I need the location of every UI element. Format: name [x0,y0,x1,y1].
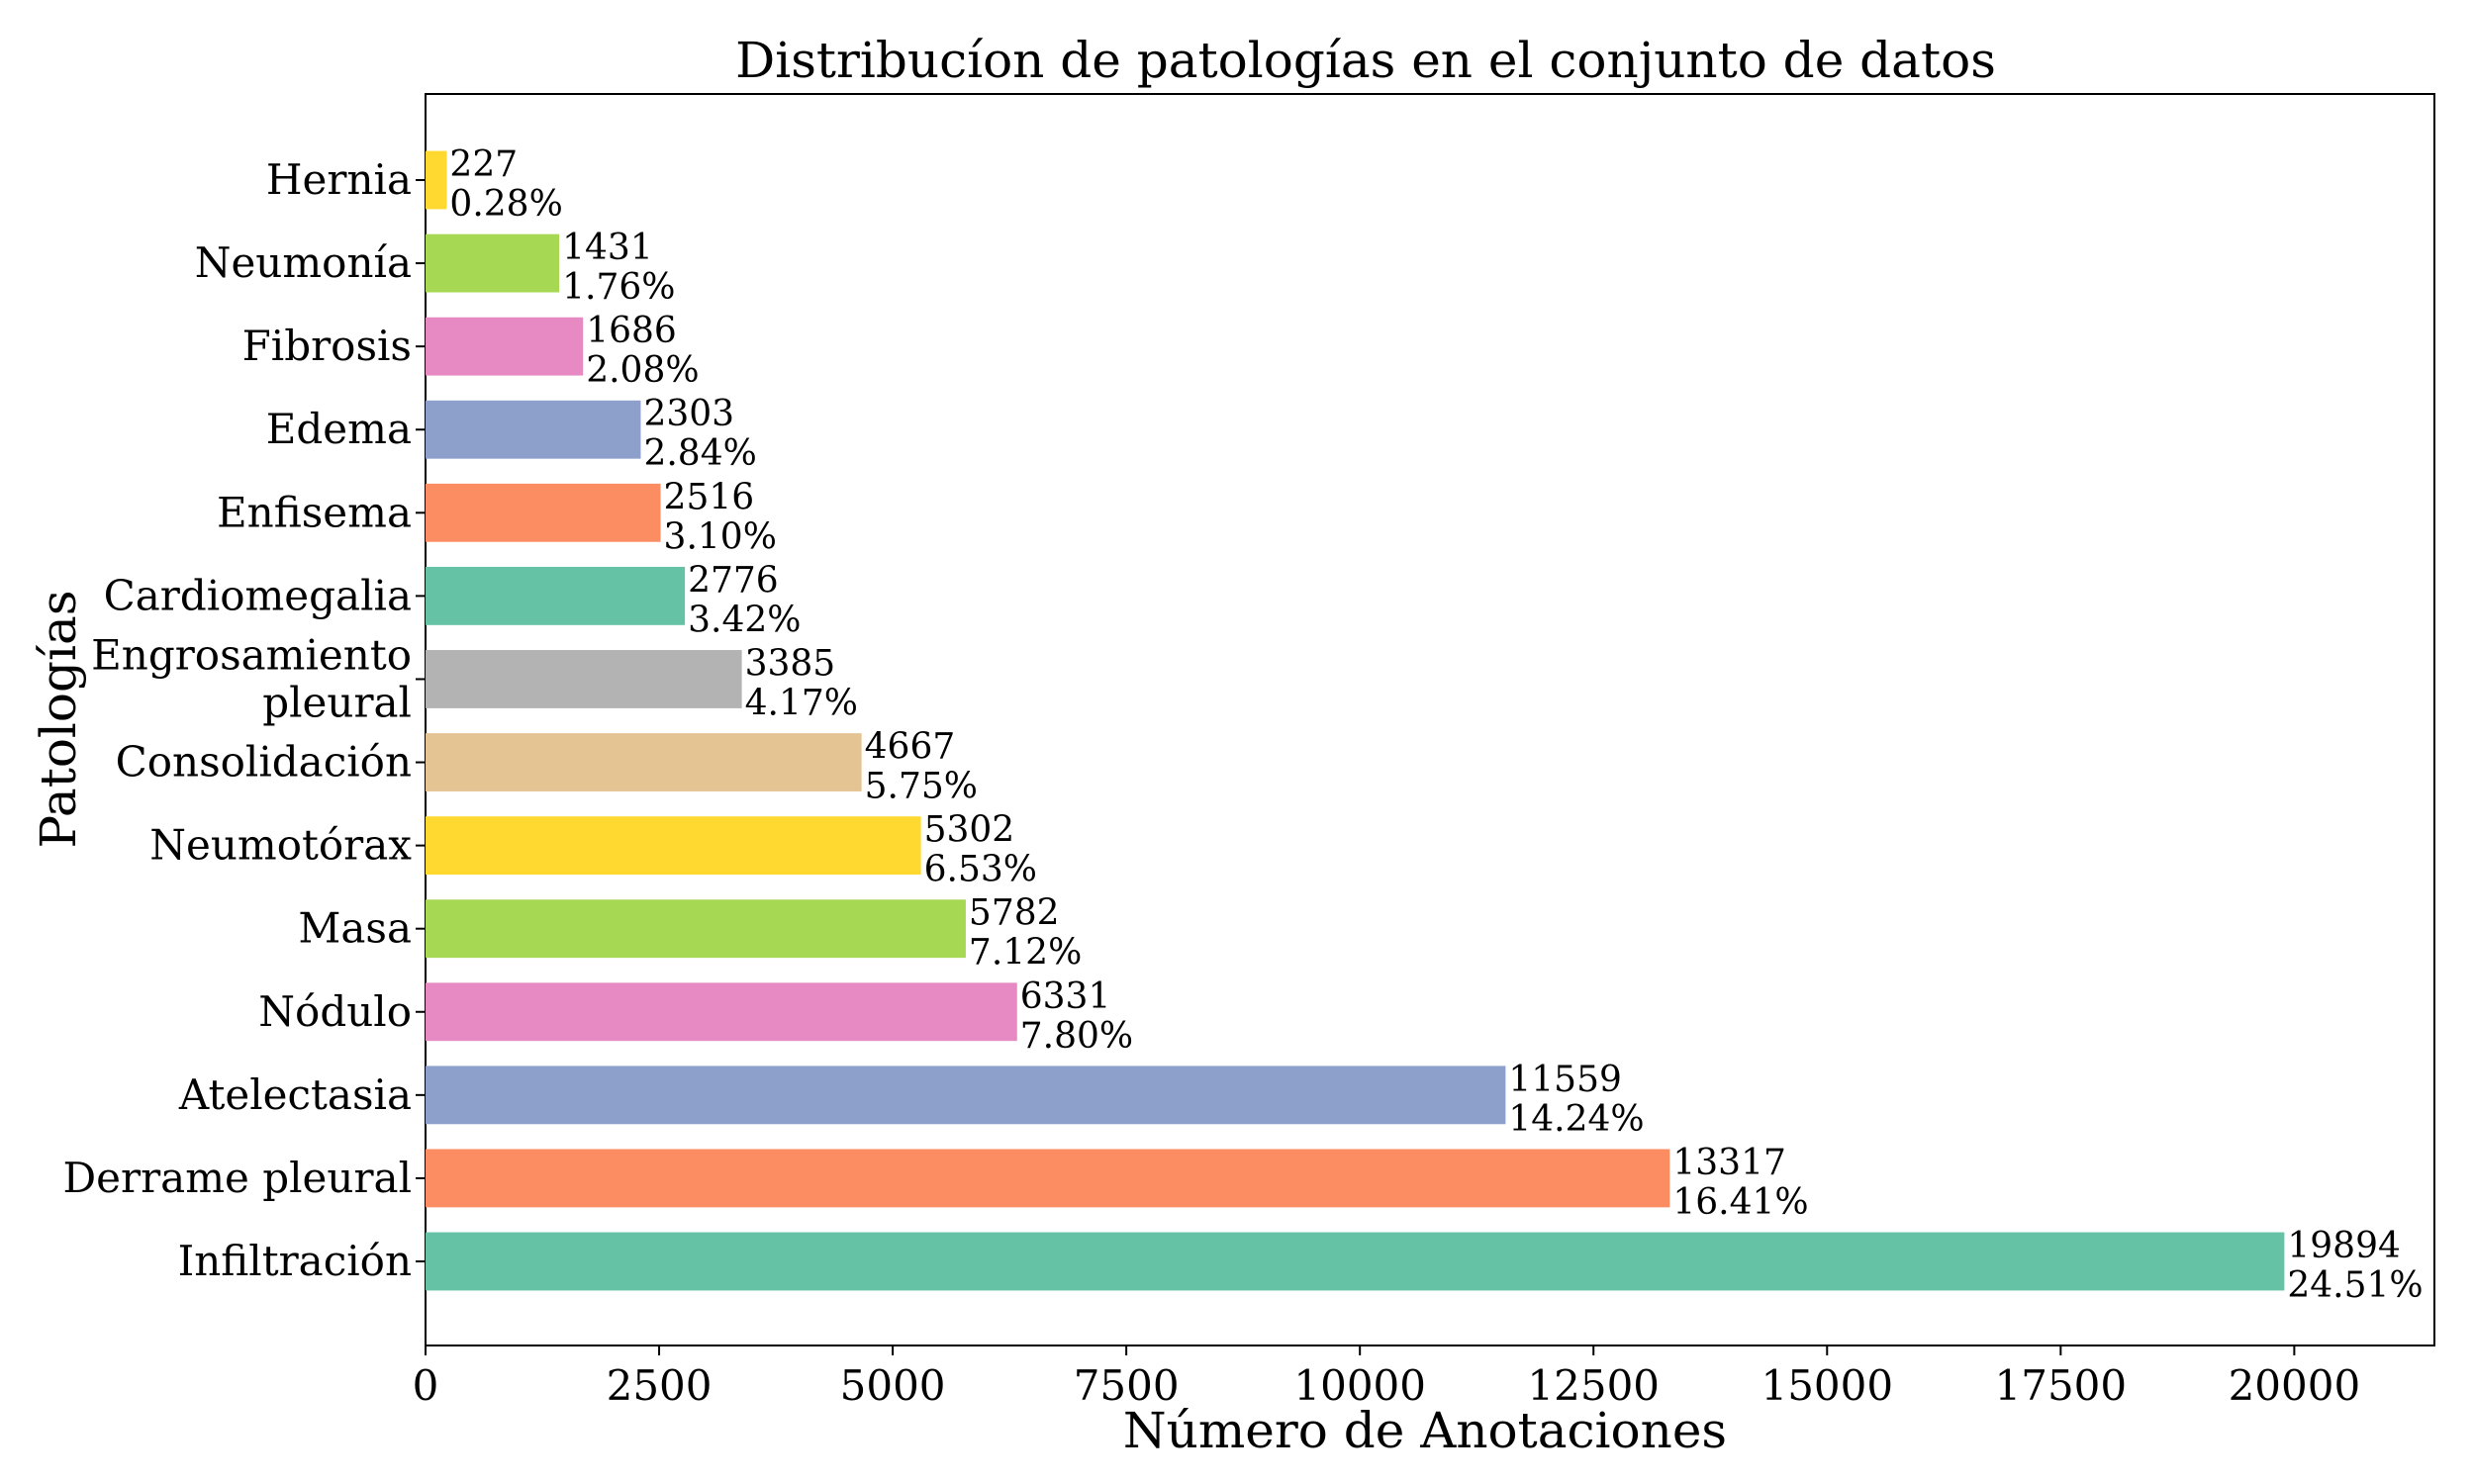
bar [426,1232,2285,1291]
bar-value-label: 6331 [1020,976,1111,1017]
bar-percent-label: 2.84% [643,433,756,474]
chart-title: Distribucíon de patologías en el conjunt… [735,32,1996,89]
bar [426,650,742,708]
bar-percent-label: 3.42% [688,600,801,640]
bar-percent-label: 14.24% [1508,1099,1644,1140]
bar-value-label: 1431 [562,228,653,268]
bar-percent-label: 6.53% [924,850,1037,890]
bar-percent-label: 16.41% [1672,1182,1808,1223]
bar [426,982,1017,1042]
category-label: Masa [298,904,412,953]
y-axis-label: Patologías [30,591,87,849]
bar [426,566,686,625]
x-tick-label: 20000 [2229,1361,2361,1410]
bar-value-label: 227 [449,144,518,185]
bar [426,733,862,791]
category-label: Infiltración [178,1237,412,1285]
bar-value-label: 19894 [2287,1226,2401,1266]
bar-value-label: 11559 [1508,1060,1622,1100]
category-label: Nódulo [258,987,412,1036]
bar [426,233,560,293]
category-label: Neumotórax [149,821,412,870]
category-label: pleural [262,678,412,726]
bar-percent-label: 7.12% [969,933,1082,974]
x-tick-label: 2500 [607,1361,713,1410]
bar-value-label: 2776 [688,560,779,601]
bar-percent-label: 24.51% [2287,1265,2423,1306]
category-label: Derrame pleural [62,1154,412,1202]
bar-value-label: 4667 [865,727,956,768]
bar-value-label: 13317 [1672,1143,1786,1183]
category-label: Enfisema [217,488,412,536]
bar-percent-label: 7.80% [1020,1016,1133,1057]
category-label: Neumonía [195,238,412,287]
bar [426,899,966,959]
bar-value-label: 2303 [643,394,734,434]
x-tick-label: 12500 [1527,1361,1660,1410]
category-label: Fibrosis [242,322,412,370]
category-label: Atelectasia [178,1070,412,1119]
bar-value-label: 5782 [969,893,1060,934]
category-label: Engrosamiento [91,630,412,679]
x-tick-label: 15000 [1760,1361,1893,1410]
category-labels: Infiltración Derrame pleural Atelectasia Nó… [62,155,426,1285]
bar-percent-label: 0.28% [449,184,562,225]
x-tick-label: 5000 [840,1361,946,1410]
bar-value-label: 2516 [664,477,755,517]
bar-value-label: 5302 [924,810,1015,851]
bar [426,816,921,876]
x-tick-label: 17500 [1995,1361,2128,1410]
bar [426,400,641,459]
bar [426,483,661,542]
bar [426,150,447,210]
bar [426,1066,1506,1125]
plot-frame [425,93,2435,1346]
bar [426,317,584,376]
x-axis-ticks: 0 2500 5000 7500 10000 12500 15000 17500 20000 [413,1345,2361,1410]
category-label: Consolidación [116,738,412,787]
bar-percent-label: 4.17% [745,683,858,723]
bar [426,1149,1670,1208]
x-tick-label: 7500 [1074,1361,1180,1410]
bar-value-label: 1686 [586,311,677,351]
bar-value-label: 3385 [745,643,836,684]
category-label: Edema [266,405,412,453]
x-tick-label: 10000 [1293,1361,1426,1410]
bar-percent-label: 3.10% [664,516,777,557]
bar-percent-label: 1.76% [562,267,675,308]
bar-percent-label: 5.75% [865,767,978,807]
x-tick-label: 0 [413,1361,439,1410]
category-label: Hernia [266,155,412,204]
bar-percent-label: 2.08% [586,350,699,391]
category-label: Cardiomegalia [104,571,412,619]
x-axis-label: Número de Anotaciones [1123,1402,1727,1459]
